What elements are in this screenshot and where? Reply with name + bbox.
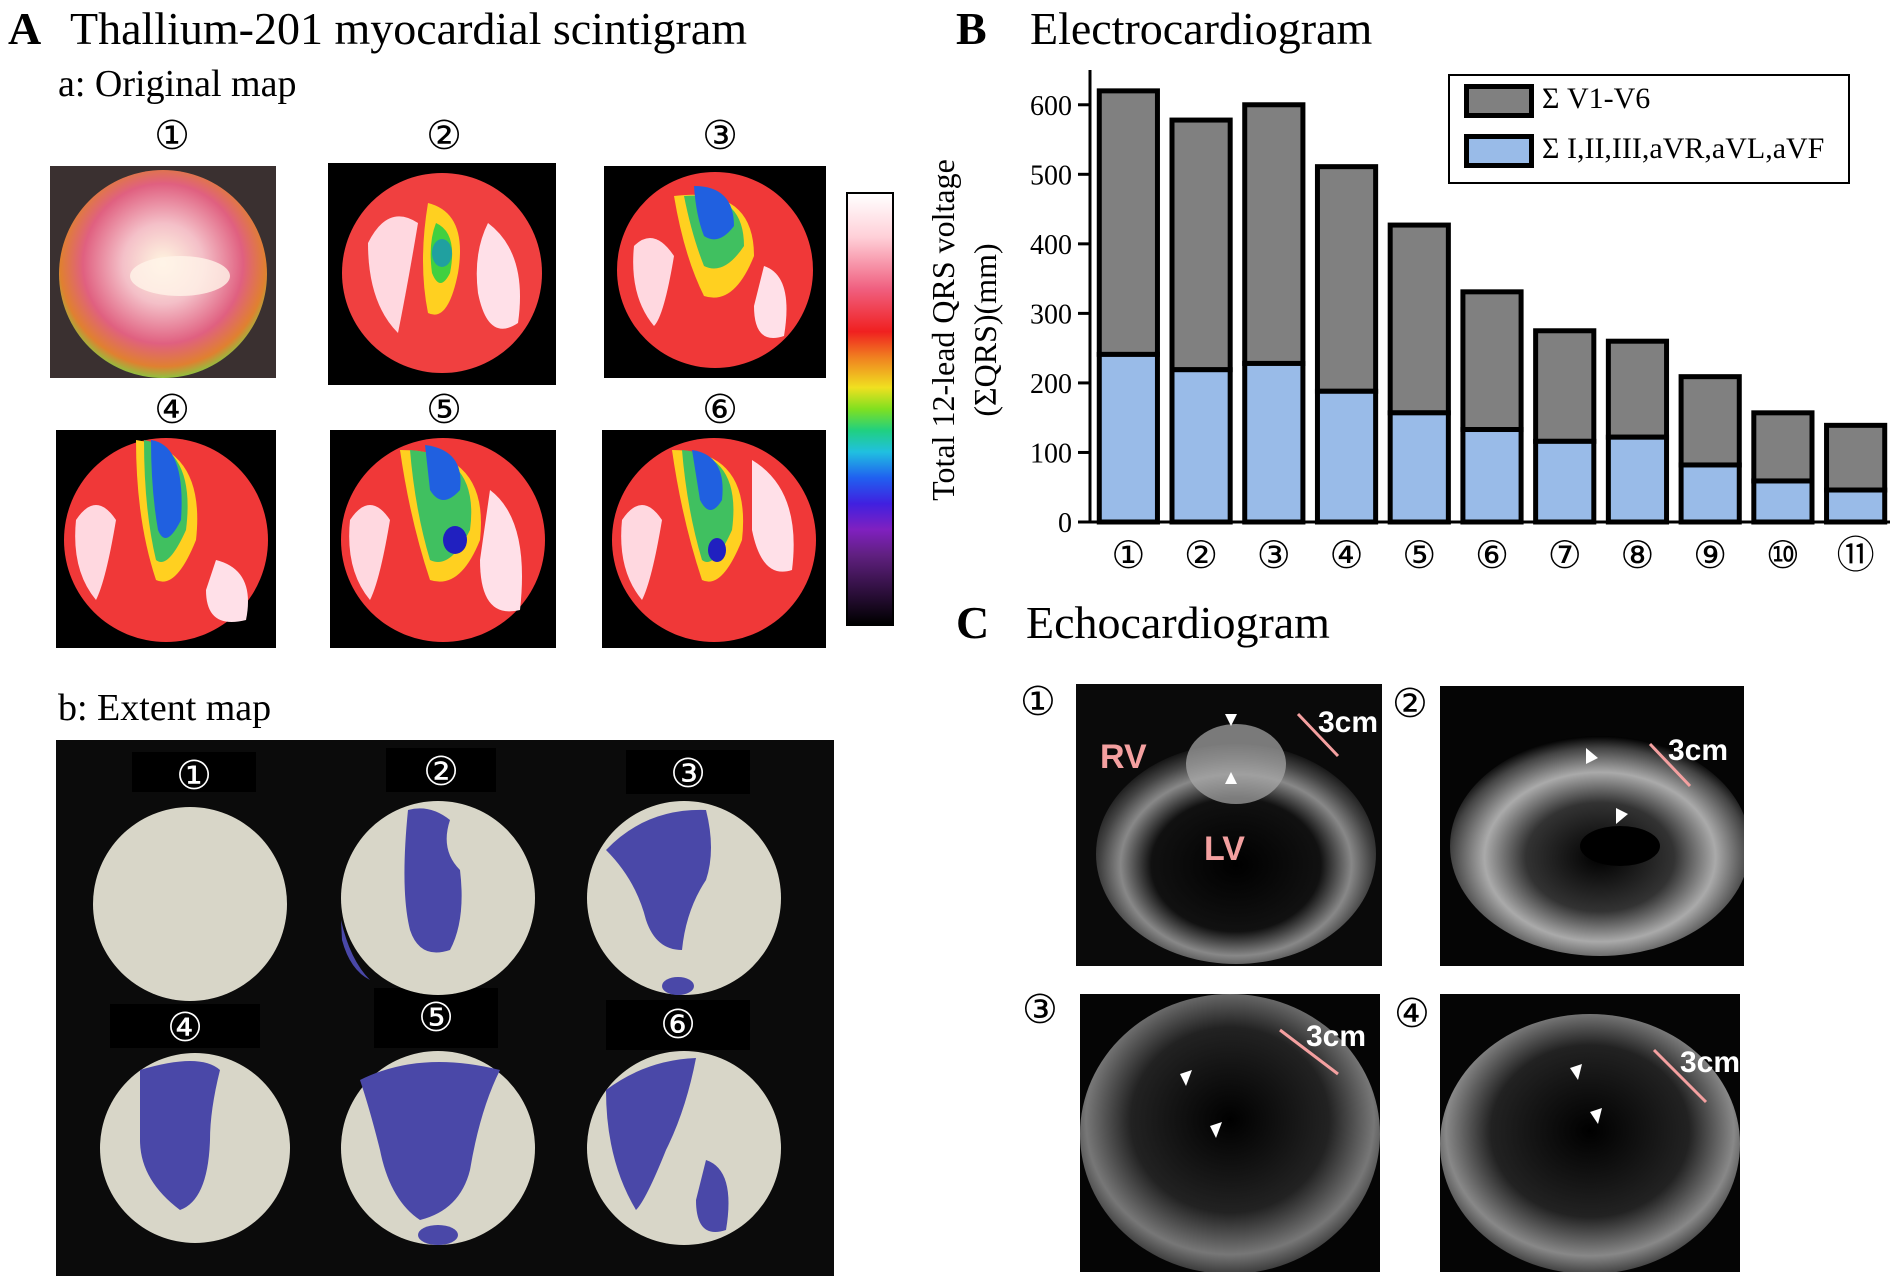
y-tick-label: 100	[1030, 438, 1072, 469]
map-number-3: ③	[702, 113, 738, 158]
chart-legend: Σ V1-V6 Σ I,II,III,aVR,aVL,aVF	[1448, 74, 1850, 184]
panel-b-letter: B	[956, 3, 987, 54]
scintigram-6	[602, 430, 826, 648]
x-tick-label: ④	[1330, 533, 1364, 577]
echo-number-2: ②	[1392, 681, 1428, 726]
extent-circle-5	[340, 1050, 536, 1246]
extent-map-label: b: Extent map	[58, 687, 272, 729]
echocardiogram-1	[1076, 684, 1382, 966]
y-tick-label: 0	[1058, 508, 1072, 539]
map-number-1: ①	[154, 113, 190, 158]
extent-number-5: ⑤	[374, 988, 498, 1048]
y-tick-label: 400	[1030, 230, 1072, 261]
bar-limb-leads-5	[1387, 410, 1451, 525]
y-tick-label: 200	[1030, 369, 1072, 400]
extent-number-2: ②	[386, 748, 496, 794]
echocardiogram-4	[1440, 994, 1740, 1272]
extent-number-4: ④	[110, 1004, 260, 1050]
extent-number-1: ①	[132, 752, 256, 798]
color-scale-bar	[846, 192, 894, 626]
extent-circle-4	[100, 1050, 290, 1246]
scintigram-1	[50, 166, 276, 378]
scintigram-5	[330, 430, 556, 648]
bar-v1-v6-2	[1169, 117, 1233, 373]
extent-circle-6	[586, 1050, 782, 1246]
map-number-4: ④	[154, 387, 190, 432]
echo-number-4: ④	[1394, 991, 1430, 1036]
y-tick-label: 600	[1030, 91, 1072, 122]
scintigram-4	[56, 430, 276, 648]
qrs-voltage-chart: Total 12-lead QRS voltage (ΣQRS)(mm) 0 10…	[925, 70, 1890, 577]
x-tick-label: ⑥	[1475, 533, 1509, 577]
echo-label-lv: LV	[1204, 830, 1245, 868]
bar-limb-leads-7	[1533, 438, 1597, 525]
x-tick-label: ⑦	[1548, 533, 1582, 577]
echo-label-rv: RV	[1100, 738, 1147, 776]
echo-scale-2: 3cm	[1668, 734, 1729, 767]
bar-v1-v6-9	[1678, 374, 1742, 468]
legend-item-v1-v6: Σ V1-V6	[1464, 82, 1651, 119]
map-number-2: ②	[426, 113, 462, 158]
map-number-6: ⑥	[702, 387, 738, 432]
legend-swatch-gray	[1464, 84, 1534, 119]
extent-circle-3	[586, 800, 782, 996]
bar-limb-leads-2	[1169, 367, 1233, 525]
scintigram-2	[328, 163, 556, 385]
y-tick-label: 500	[1030, 160, 1072, 191]
panel-a-title: Thallium-201 myocardial scintigram	[70, 3, 748, 54]
echo-number-3: ③	[1022, 987, 1058, 1032]
original-map-label: a: Original map	[58, 63, 297, 105]
bar-limb-leads-4	[1314, 388, 1379, 525]
extent-circle-2	[340, 800, 536, 996]
x-tick-label: ①	[1111, 533, 1145, 577]
bar-v1-v6-10	[1751, 410, 1815, 484]
y-axis-label-line1: Total 12-lead QRS voltage	[925, 159, 961, 501]
extent-number-6: ⑥	[606, 1000, 750, 1050]
extent-number-3: ③	[626, 750, 750, 796]
map-number-5: ⑤	[426, 387, 462, 432]
bar-v1-v6-3	[1242, 102, 1306, 366]
panel-a-letter: A	[8, 3, 42, 54]
bar-limb-leads-8	[1605, 434, 1670, 525]
x-tick-label: ②	[1184, 533, 1218, 577]
panel-b-title: Electrocardiogram	[1030, 3, 1373, 54]
bar-v1-v6-11	[1824, 422, 1888, 493]
echo-scale-1: 3cm	[1318, 706, 1379, 739]
bar-limb-leads-9	[1678, 462, 1742, 525]
bar-v1-v6-6	[1460, 289, 1524, 433]
bar-limb-leads-11	[1824, 487, 1888, 525]
bar-v1-v6-7	[1533, 328, 1597, 444]
x-tick-label: ⑩	[1766, 533, 1800, 577]
bar-v1-v6-4	[1314, 164, 1379, 394]
x-tick-label: ⑪	[1837, 533, 1875, 577]
legend-item-limb-leads: Σ I,II,III,aVR,aVL,aVF	[1464, 132, 1825, 169]
bar-limb-leads-10	[1751, 478, 1815, 525]
y-tick-label: 300	[1030, 299, 1072, 330]
bar-limb-leads-6	[1460, 427, 1524, 525]
echocardiogram-2	[1440, 686, 1744, 966]
scintigram-3	[604, 166, 826, 378]
x-tick-label: ⑤	[1402, 533, 1436, 577]
extent-circle-1	[92, 806, 288, 1002]
legend-label-limb-leads: Σ I,II,III,aVR,aVL,aVF	[1542, 132, 1825, 165]
echocardiogram-3	[1080, 994, 1380, 1272]
echo-scale-4: 3cm	[1680, 1046, 1741, 1079]
x-tick-label: ③	[1257, 533, 1291, 577]
panel-c-title: Echocardiogram	[1026, 597, 1330, 648]
legend-swatch-blue	[1464, 134, 1534, 169]
bar-v1-v6-8	[1605, 338, 1670, 440]
x-tick-label: ⑨	[1693, 533, 1727, 577]
legend-label-v1-v6: Σ V1-V6	[1542, 82, 1651, 115]
echo-number-1: ①	[1020, 679, 1056, 724]
bar-limb-leads-1	[1096, 351, 1160, 525]
bar-limb-leads-3	[1242, 360, 1306, 525]
y-axis-label-line2: (ΣQRS)(mm)	[967, 243, 1003, 416]
panel-c-letter: C	[956, 597, 990, 648]
echo-scale-3: 3cm	[1306, 1020, 1367, 1053]
bar-v1-v6-1	[1096, 88, 1160, 357]
x-tick-label: ⑧	[1620, 533, 1654, 577]
bar-v1-v6-5	[1387, 222, 1451, 416]
